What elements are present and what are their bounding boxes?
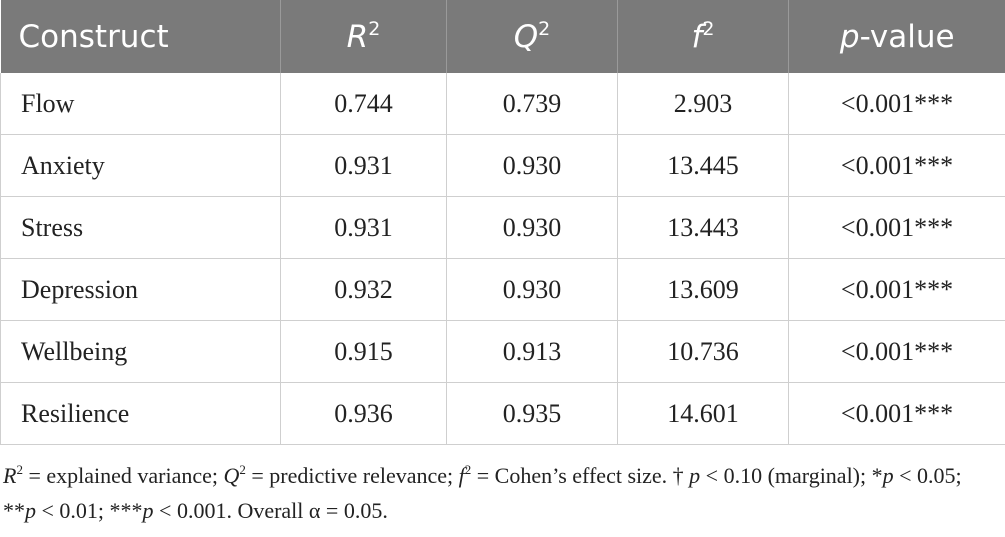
header-f2-symbol: f [691, 18, 703, 55]
footnote-f-text: = Cohen’s effect size. † [471, 463, 690, 488]
results-table: Construct R2 Q2 f2 p-value Flow 0.744 0.… [0, 0, 1005, 445]
header-r2: R2 [280, 0, 447, 73]
header-q2-sup: 2 [538, 17, 551, 40]
cell-p-value: <0.001*** [788, 196, 1005, 259]
cell-f2: 13.443 [617, 196, 789, 259]
table-body: Flow 0.744 0.739 2.903 <0.001*** Anxiety… [0, 73, 1005, 445]
cell-f2: 2.903 [617, 73, 789, 135]
header-p-suffix: -value [859, 18, 955, 55]
cell-q2: 0.935 [446, 382, 618, 445]
header-r2-symbol: R [346, 18, 369, 55]
footnote-r-symbol: R [3, 463, 17, 488]
cell-r2: 0.932 [280, 258, 447, 321]
cell-construct: Resilience [0, 382, 281, 445]
cell-construct: Anxiety [0, 134, 281, 197]
footnote-q-symbol: Q [223, 463, 240, 488]
cell-f2: 10.736 [617, 320, 789, 383]
footnote-q-sup: 2 [239, 462, 246, 477]
footnote-p-symbol: p [882, 463, 894, 488]
header-r2-sup: 2 [368, 17, 381, 40]
cell-f2: 14.601 [617, 382, 789, 445]
table-header: Construct R2 Q2 f2 p-value [0, 0, 1005, 73]
cell-construct: Wellbeing [0, 320, 281, 383]
cell-p-value: <0.001*** [788, 382, 1005, 445]
header-p-symbol: p [839, 18, 860, 55]
table-row: Resilience 0.936 0.935 14.601 <0.001*** [0, 382, 1005, 445]
cell-p-value: <0.001*** [788, 134, 1005, 197]
header-construct-label: Construct [18, 18, 169, 55]
cell-p-value: <0.001*** [788, 320, 1005, 383]
table-row: Stress 0.931 0.930 13.443 <0.001*** [0, 196, 1005, 259]
cell-q2: 0.913 [446, 320, 618, 383]
cell-construct: Flow [0, 73, 281, 135]
table-row: Depression 0.932 0.930 13.609 <0.001*** [0, 258, 1005, 321]
header-f2: f2 [617, 0, 789, 73]
footnote-r-text: = explained variance; [22, 463, 224, 488]
cell-r2: 0.936 [280, 382, 447, 445]
table-row: Wellbeing 0.915 0.913 10.736 <0.001*** [0, 320, 1005, 383]
cell-construct: Stress [0, 196, 281, 259]
footnote-q-text: = predictive relevance; [245, 463, 459, 488]
cell-q2: 0.930 [446, 134, 618, 197]
header-p-value: p-value [788, 0, 1005, 73]
results-table-container: Construct R2 Q2 f2 p-value Flow 0.744 0.… [0, 0, 1005, 445]
header-row: Construct R2 Q2 f2 p-value [0, 0, 1005, 73]
footnote-marginal-text: < 0.10 (marginal); * [700, 463, 883, 488]
table-footnote: R2 = explained variance; Q2 = predictive… [3, 458, 993, 528]
footnote-r-sup: 2 [16, 462, 23, 477]
footnote-p-symbol: p [142, 498, 154, 523]
cell-r2: 0.931 [280, 134, 447, 197]
table-row: Flow 0.744 0.739 2.903 <0.001*** [0, 73, 1005, 135]
cell-q2: 0.930 [446, 196, 618, 259]
footnote-f-sup: 2 [464, 462, 472, 477]
footnote-p-symbol: p [25, 498, 36, 523]
table-row: Anxiety 0.931 0.930 13.445 <0.001*** [0, 134, 1005, 197]
footnote-p05-text: < 0.05; ** [3, 463, 962, 523]
footnote-p001-text: < 0.001. Overall α = 0.05. [153, 498, 388, 523]
cell-r2: 0.931 [280, 196, 447, 259]
cell-construct: Depression [0, 258, 281, 321]
header-q2: Q2 [446, 0, 618, 73]
cell-f2: 13.609 [617, 258, 789, 321]
header-q2-symbol: Q [513, 18, 539, 55]
cell-q2: 0.739 [446, 73, 618, 135]
header-construct: Construct [0, 0, 281, 73]
cell-r2: 0.744 [280, 73, 447, 135]
cell-r2: 0.915 [280, 320, 447, 383]
cell-p-value: <0.001*** [788, 258, 1005, 321]
header-f2-sup: 2 [702, 17, 715, 40]
footnote-p-symbol: p [689, 463, 701, 488]
cell-q2: 0.930 [446, 258, 618, 321]
footnote-p01-text: < 0.01; *** [36, 498, 143, 523]
cell-p-value: <0.001*** [788, 73, 1005, 135]
cell-f2: 13.445 [617, 134, 789, 197]
footnote-f-symbol: f [458, 463, 465, 488]
